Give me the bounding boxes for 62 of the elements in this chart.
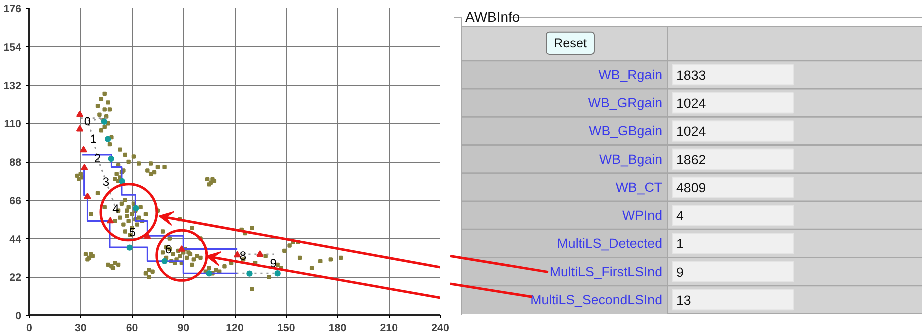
category-label: WB_Bgain: [600, 152, 663, 167]
point: [84, 192, 92, 200]
y-tick-label: 176: [4, 4, 22, 16]
data-label: 13: [676, 292, 692, 308]
x-tick-label: 0: [26, 322, 33, 334]
y-tick-label: 22: [10, 272, 22, 284]
x-tick-label: 90: [178, 322, 190, 334]
text: Reset: [554, 36, 588, 50]
point: [162, 258, 168, 265]
category-label: MultiLS_SecondLSInd: [530, 292, 662, 308]
x-tick-label: 240: [432, 322, 450, 334]
category-label: WB_Rgain: [598, 67, 663, 82]
category-label: MultiLS_FirstLSInd: [550, 264, 662, 280]
category-label: WB_CT: [616, 180, 663, 195]
y-tick-label: 88: [10, 157, 22, 169]
data-label: 1833: [676, 68, 706, 83]
point: [101, 118, 108, 125]
data-label: 4809: [676, 180, 706, 196]
annotation: 1: [90, 132, 98, 146]
y-tick-label: 154: [4, 42, 22, 54]
point: [81, 164, 88, 170]
y-tick-label: 110: [4, 118, 22, 131]
category-label: WB_GBgain: [589, 124, 663, 139]
y-tick-label: 132: [4, 80, 22, 92]
y-tick-label: 44: [10, 234, 22, 246]
point: [133, 205, 140, 212]
x-tick-label: 120: [226, 322, 244, 334]
point: [106, 217, 114, 224]
data-label: 1024: [676, 124, 707, 140]
point: [178, 246, 186, 252]
x-tick-label: 60: [126, 322, 138, 334]
x-tick-label: 210: [380, 322, 398, 334]
y-tick-label: 66: [10, 195, 22, 208]
annotation: 3: [102, 175, 110, 190]
x-tick-label: 150: [277, 322, 296, 334]
point: [108, 156, 114, 162]
annotation: 2: [94, 151, 102, 166]
point: [274, 270, 281, 277]
y-tick-label: 0: [16, 310, 22, 322]
data-label: 4: [676, 208, 684, 224]
point: [105, 136, 112, 142]
data-label: 1024: [676, 96, 707, 112]
category-label: MultiLS_Detected: [557, 236, 663, 252]
data-label: 1862: [676, 152, 706, 168]
annotation: 9: [270, 256, 278, 270]
point: [76, 125, 84, 132]
category-label: WPInd: [622, 208, 663, 224]
point: [76, 110, 84, 118]
point: [126, 244, 133, 251]
data-label: 9: [676, 264, 684, 280]
point: [206, 270, 212, 277]
data-label: 1: [676, 236, 684, 252]
x-tick-label: 30: [74, 322, 87, 334]
point: [256, 250, 264, 257]
point: [246, 270, 253, 277]
text: AWBInfo: [466, 8, 520, 25]
point: [119, 178, 126, 185]
point: [80, 146, 88, 153]
category-label: WB_GRgain: [588, 96, 663, 111]
x-tick-label: 180: [328, 322, 347, 334]
annotation: 0: [84, 114, 92, 129]
annotation: 4: [112, 202, 120, 216]
